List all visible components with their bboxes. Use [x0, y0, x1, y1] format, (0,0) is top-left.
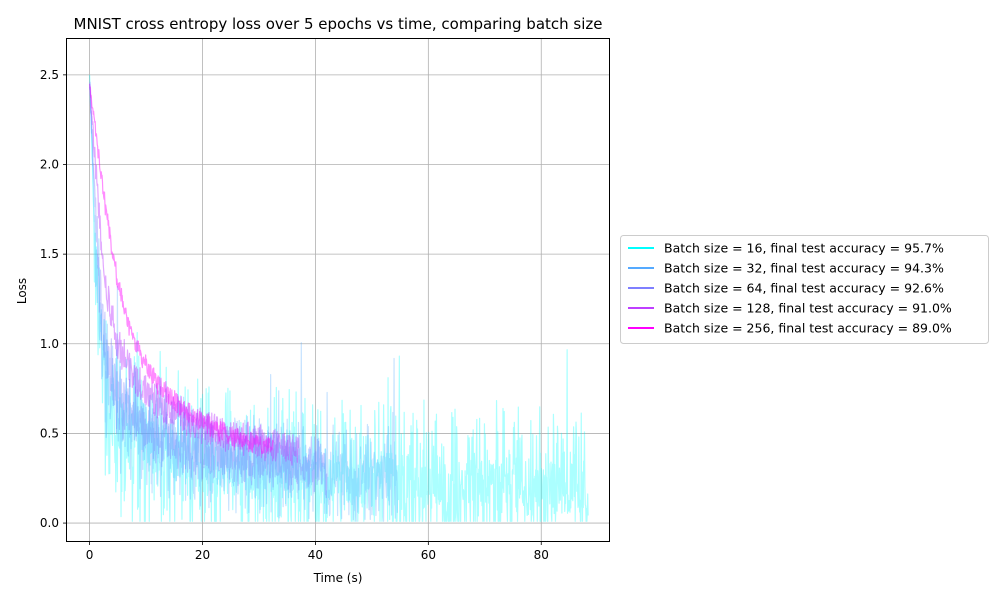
y-tick-label: 0.5: [40, 426, 59, 440]
y-tick-label: 1.0: [40, 337, 59, 351]
legend-frame: [620, 235, 989, 344]
x-tick-label: 60: [421, 548, 436, 562]
x-tick-label: 40: [308, 548, 323, 562]
loss-series-line: [88, 74, 589, 522]
chart-title: MNIST cross entropy loss over 5 epochs v…: [74, 15, 603, 33]
legend-label: Batch size = 64, final test accuracy = 9…: [664, 281, 944, 296]
y-axis-ticks: 0.0 0.5 1.0 1.5 2.0 2.5: [40, 68, 67, 530]
plot-series: [88, 74, 589, 522]
legend-label: Batch size = 32, final test accuracy = 9…: [664, 261, 944, 276]
grid-lines: [67, 39, 609, 541]
loss-series-line: [88, 83, 274, 455]
loss-series-line: [88, 83, 398, 522]
legend-label: Batch size = 16, final test accuracy = 9…: [664, 241, 944, 256]
x-tick-label: 20: [195, 548, 210, 562]
y-tick-label: 2.5: [40, 68, 59, 82]
x-tick-label: 0: [86, 548, 94, 562]
legend-label: Batch size = 256, final test accuracy = …: [664, 321, 952, 336]
y-tick-label: 0.0: [40, 516, 59, 530]
y-tick-label: 1.5: [40, 247, 59, 261]
legend-entries: Batch size = 16, final test accuracy = 9…: [628, 241, 952, 336]
loss-series-line: [88, 81, 328, 499]
y-tick-label: 2.0: [40, 158, 59, 172]
legend-label: Batch size = 128, final test accuracy = …: [664, 301, 952, 316]
x-axis-ticks: 0 20 40 60 80: [86, 541, 549, 562]
x-axis-title: Time (s): [313, 571, 363, 585]
plot-frame: [66, 38, 610, 542]
legend: Batch size = 16, final test accuracy = 9…: [620, 235, 989, 344]
x-tick-label: 80: [534, 548, 549, 562]
loss-series-line: [88, 86, 300, 466]
y-axis-title: Loss: [15, 278, 29, 304]
